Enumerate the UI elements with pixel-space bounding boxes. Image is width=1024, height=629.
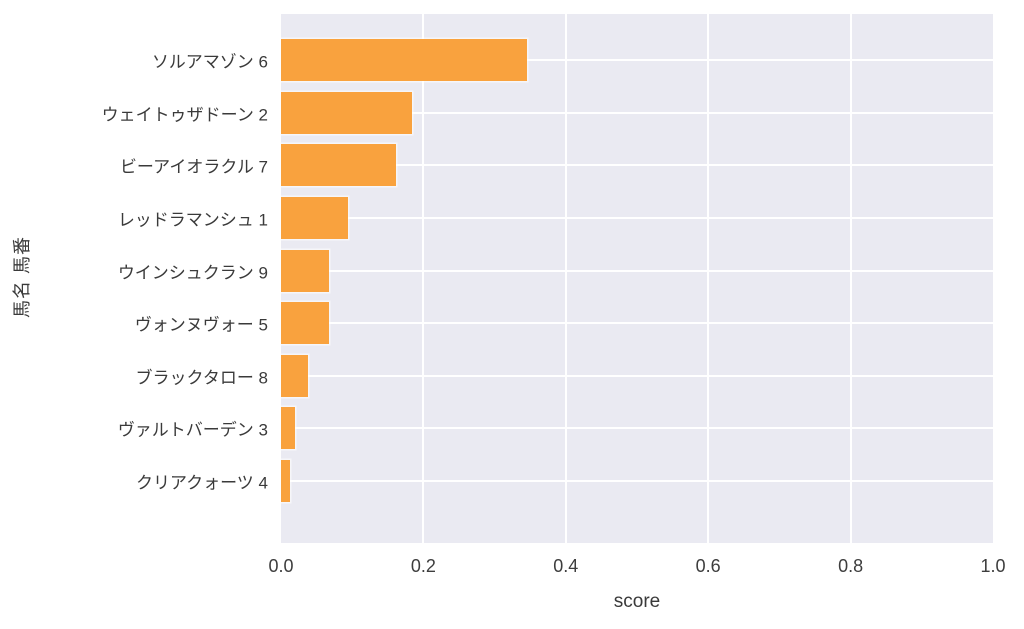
bar bbox=[281, 91, 412, 134]
y-gridline bbox=[281, 164, 993, 167]
bar bbox=[281, 459, 291, 502]
bar bbox=[281, 354, 309, 397]
y-tick-label: ウェイトゥザドーン 2 bbox=[101, 105, 268, 125]
x-gridline bbox=[564, 14, 567, 543]
bar-row: ウインシュクラン 9 bbox=[118, 244, 993, 297]
x-gridline bbox=[422, 14, 425, 543]
bar-row: クリアクォーツ 4 bbox=[136, 455, 993, 508]
y-axis-label: 馬名 馬番 bbox=[12, 235, 32, 319]
y-gridline bbox=[281, 269, 993, 272]
y-gridline bbox=[281, 427, 993, 430]
x-tick-label: 0.6 bbox=[695, 556, 721, 576]
y-gridline bbox=[281, 479, 993, 482]
y-tick-label: ソルアマゾン 6 bbox=[151, 52, 268, 72]
x-gridline bbox=[707, 14, 710, 543]
bar-row: ビーアイオラクル 7 bbox=[120, 139, 993, 192]
y-tick-label: レッドラマンシュ 1 bbox=[117, 210, 268, 230]
y-gridline bbox=[281, 322, 993, 325]
y-tick-label: ヴァルトバーデン 3 bbox=[117, 420, 268, 440]
x-tick-label: 0.2 bbox=[410, 556, 436, 576]
bar bbox=[281, 302, 330, 345]
plot-area: ソルアマゾン 6 ウェイトゥザドーン 2 ビーアイオラクル 7 レッドラマンシュ 1 ウ… bbox=[102, 14, 993, 543]
bar bbox=[281, 407, 295, 450]
bar bbox=[281, 144, 397, 187]
x-tick-label: 0.8 bbox=[838, 556, 864, 576]
bar-row: ヴァルトバーデン 3 bbox=[118, 402, 993, 455]
bar-row: ヴォンヌヴォー 5 bbox=[135, 297, 993, 350]
bar-row: レッドラマンシュ 1 bbox=[118, 192, 993, 245]
bar-row: ウェイトゥザドーン 2 bbox=[102, 87, 993, 140]
x-axis-label: score bbox=[613, 591, 661, 612]
y-gridline bbox=[281, 216, 993, 219]
y-tick-label: ビーアイオラクル 7 bbox=[119, 157, 268, 177]
y-tick-label: クリアクォーツ 4 bbox=[136, 473, 268, 493]
bar-row: ブラックタロー 8 bbox=[136, 349, 993, 402]
plot-rows: ソルアマゾン 6 ウェイトゥザドーン 2 ビーアイオラクル 7 レッドラマンシュ 1 ウ… bbox=[102, 14, 993, 543]
x-tick-label: 0.0 bbox=[268, 556, 294, 576]
x-tick-label: 0.4 bbox=[553, 556, 579, 576]
bar bbox=[281, 196, 348, 239]
y-tick-label: ウインシュクラン 9 bbox=[117, 263, 268, 283]
bar-row: ソルアマゾン 6 bbox=[152, 34, 993, 87]
bar bbox=[281, 249, 329, 292]
x-gridline bbox=[849, 14, 852, 543]
y-tick-label: ブラックタロー 8 bbox=[135, 368, 269, 388]
y-gridline bbox=[281, 59, 993, 62]
x-tick-label: 1.0 bbox=[980, 556, 1006, 576]
bar bbox=[281, 39, 527, 82]
y-gridline bbox=[281, 111, 993, 114]
y-gridline bbox=[281, 374, 993, 377]
x-axis-ticks: 0.0 0.2 0.4 0.6 0.8 1.0 bbox=[268, 556, 1005, 580]
y-tick-label: ヴォンヌヴォー 5 bbox=[134, 315, 268, 335]
